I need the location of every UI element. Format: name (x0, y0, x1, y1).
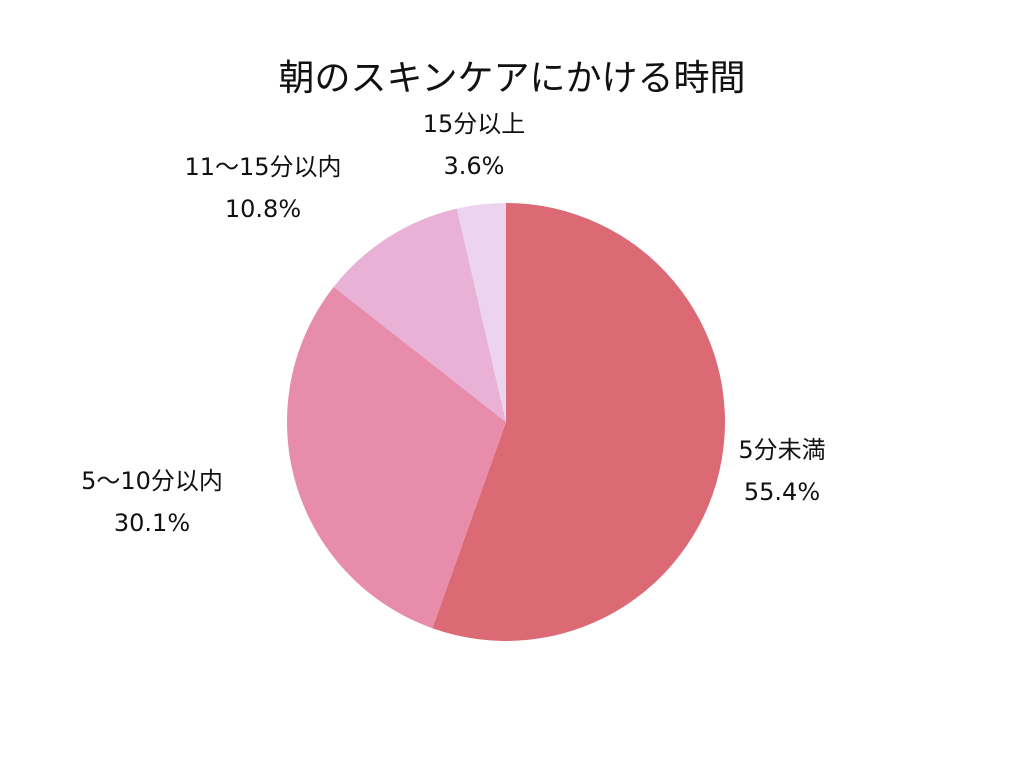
chart-title: 朝のスキンケアにかける時間 (279, 58, 746, 99)
slice-label-2: 5〜10分以内 (81, 467, 223, 495)
pie-slices (286, 203, 725, 642)
pie-slice-3 (333, 208, 506, 422)
slice-value-label-3: 10.8% (225, 195, 301, 223)
slice-value-label-2: 30.1% (114, 509, 190, 537)
pie-slice-4 (456, 203, 506, 422)
slice-labels: 5分未満 55.4% 5〜10分以内 30.1% 11〜15分以内 10.8% 15分以上 3… (81, 110, 826, 537)
slice-value-label-4: 3.6% (444, 152, 505, 180)
slice-value-label-1: 55.4% (744, 478, 820, 506)
slice-label-4: 15分以上 (423, 110, 526, 138)
slice-label-3: 11〜15分以内 (184, 153, 341, 181)
pie-slice-2 (286, 286, 506, 629)
slice-label-1: 5分未満 (738, 436, 825, 464)
pie-slice-1 (432, 203, 725, 642)
